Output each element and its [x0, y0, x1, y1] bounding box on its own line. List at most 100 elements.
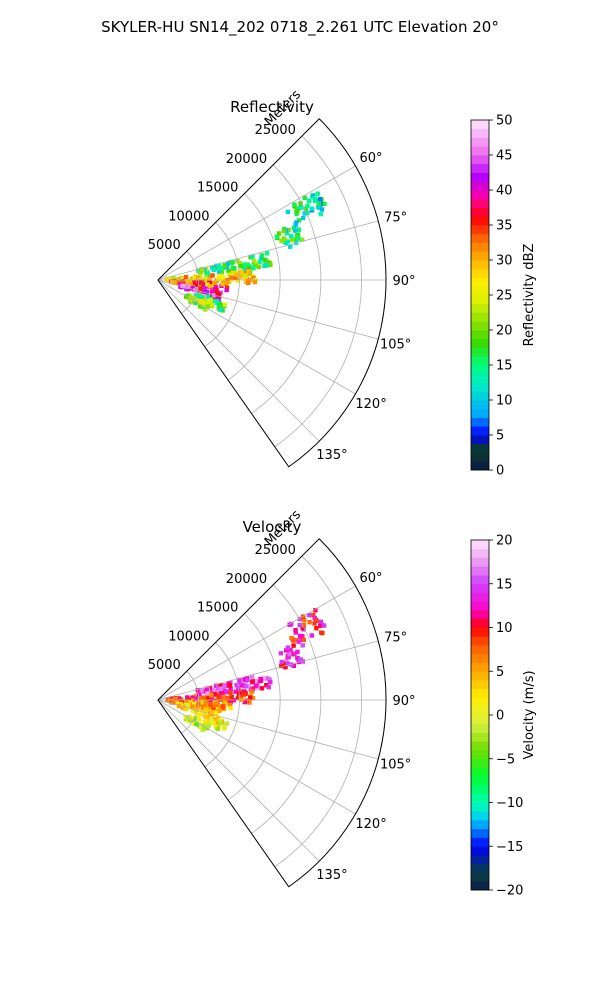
echo-cell — [205, 702, 210, 707]
velocity-polar-grid — [157, 555, 386, 868]
colorbar-tick-label: 15 — [496, 359, 513, 374]
echo-cell — [257, 259, 262, 265]
echo-cell — [189, 299, 194, 305]
echo-cell — [176, 696, 182, 701]
azimuth-tick-label: 105° — [380, 758, 411, 773]
range-ring — [251, 164, 322, 414]
colorbar-segment — [471, 198, 489, 208]
echo-cell — [198, 286, 203, 291]
echo-cell — [295, 656, 300, 661]
echo-cell — [216, 715, 221, 721]
echo-cell — [253, 678, 258, 684]
colorbar-segment — [471, 251, 489, 261]
colorbar-segment — [471, 373, 489, 383]
echo-cell — [213, 288, 218, 293]
echo-cell — [247, 700, 252, 705]
echo-cell — [226, 269, 231, 274]
echo-cell — [315, 191, 320, 196]
velocity-range-ticks: 5000 10000 15000 20000 25000 — [148, 543, 296, 673]
colorbar-tick-label: 5 — [496, 665, 504, 680]
colorbar-segment — [471, 356, 489, 366]
echo-cell — [295, 208, 300, 214]
colorbar-segment — [471, 338, 489, 348]
echo-cell — [196, 693, 202, 699]
colorbar-segment — [471, 811, 489, 821]
echo-cell — [235, 278, 240, 283]
echo-cell — [198, 723, 204, 728]
echo-cell — [278, 651, 284, 656]
echo-cell — [289, 233, 294, 239]
echo-cell — [264, 676, 269, 681]
azimuth-tick-label: 135° — [316, 868, 347, 883]
echo-cell — [214, 299, 219, 304]
echo-cell — [243, 273, 248, 278]
colorbar-segment — [471, 452, 489, 462]
echo-cell — [202, 712, 207, 717]
echo-cell — [252, 258, 257, 264]
colorbar-tick-label: 10 — [496, 394, 513, 409]
colorbar-segment — [471, 137, 489, 147]
echo-cell — [228, 705, 233, 711]
echo-cell — [310, 206, 315, 211]
colorbar-segment — [471, 268, 489, 278]
echo-cell — [225, 261, 231, 266]
echo-cell — [289, 635, 294, 641]
colorbar-segment — [471, 181, 489, 191]
echo-cell — [205, 304, 210, 309]
echo-cell — [249, 674, 255, 679]
range-tick-label: 25000 — [255, 123, 296, 138]
echo-cell — [246, 683, 251, 689]
echo-cell — [195, 283, 200, 288]
colorbar-segment — [471, 242, 489, 252]
echo-cell — [238, 261, 243, 266]
colorbar-segment — [471, 732, 489, 742]
reflectivity-azimuth-ticks: 60° 75° 90° 105° 120° 135° — [316, 151, 415, 463]
echo-cell — [229, 695, 235, 700]
colorbar-segment — [471, 846, 489, 856]
echo-cell — [193, 709, 199, 715]
echo-cell — [214, 703, 220, 708]
echo-cell — [291, 643, 296, 648]
echo-cell — [294, 220, 299, 225]
echo-cell — [199, 687, 204, 693]
colorbar-segment — [471, 715, 489, 725]
echo-cell — [200, 705, 206, 711]
colorbar-segment — [471, 863, 489, 873]
echo-cell — [274, 234, 279, 239]
colorbar-tick-label: 0 — [496, 709, 504, 724]
echo-cell — [262, 258, 267, 263]
colorbar-tick-label: −10 — [496, 796, 523, 811]
echo-cell — [291, 663, 296, 669]
echo-cell — [224, 285, 230, 290]
echo-cell — [179, 699, 184, 704]
echo-cell — [197, 696, 203, 701]
range-ring — [181, 250, 200, 314]
colorbar-segment — [471, 540, 489, 550]
colorbar-segment — [471, 758, 489, 768]
echo-cell — [208, 284, 213, 289]
echo-cell — [222, 725, 227, 730]
echo-cell — [228, 278, 233, 283]
echo-cell — [214, 711, 219, 716]
echo-cell — [312, 615, 317, 621]
echo-cell — [295, 232, 301, 238]
velocity-panel: Velocity 5000 10000 15000 20000 25000 60° 75°… — [148, 507, 537, 898]
colorbar-segment — [471, 435, 489, 445]
colorbar-tick-label: 40 — [496, 184, 513, 199]
colorbar-segment — [471, 636, 489, 646]
echo-cell — [222, 302, 228, 307]
echo-cell — [250, 696, 256, 701]
reflectivity-panel: Reflectivity 5000 10000 15000 20000 25000 60… — [148, 87, 537, 478]
colorbar-segment — [471, 627, 489, 637]
echo-cell — [312, 621, 317, 626]
echo-cell — [229, 275, 234, 280]
echo-cell — [204, 707, 209, 713]
echo-cell — [213, 285, 219, 290]
echo-cell — [297, 616, 302, 622]
echo-cell — [200, 268, 205, 273]
echo-cell — [222, 698, 228, 704]
colorbar-tick-label: −5 — [496, 752, 515, 767]
echo-cell — [312, 196, 317, 201]
echo-cell — [203, 307, 208, 312]
